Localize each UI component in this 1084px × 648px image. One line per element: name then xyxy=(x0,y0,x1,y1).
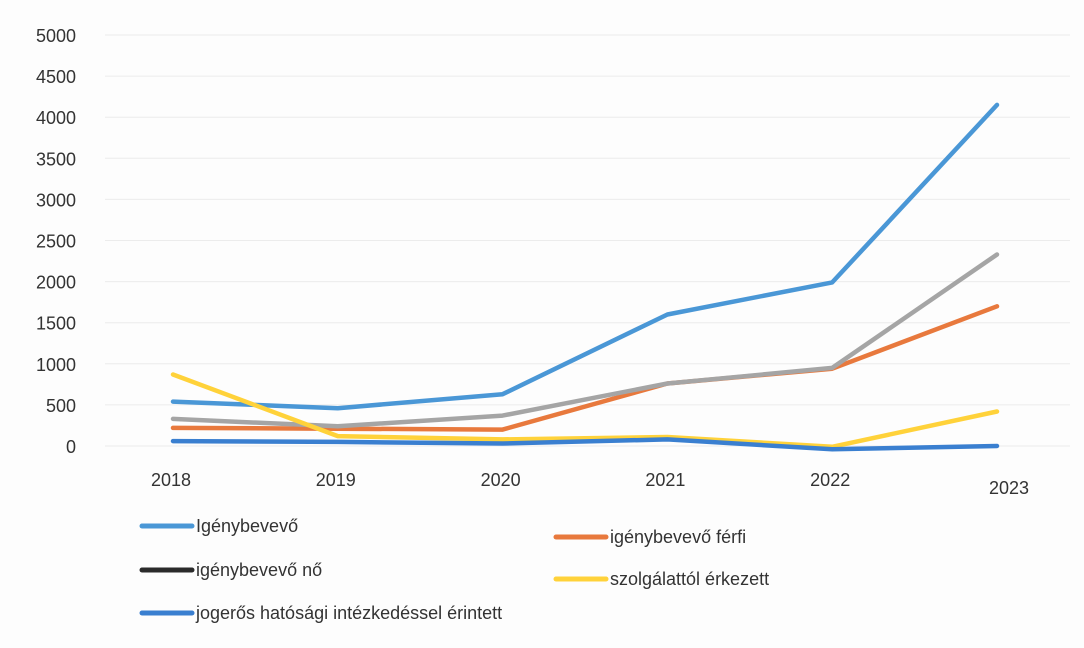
legend-label: Igénybevevő xyxy=(196,516,298,536)
y-tick-label: 1500 xyxy=(36,314,76,334)
y-tick-label: 1000 xyxy=(36,355,76,375)
series-line xyxy=(170,372,1000,450)
y-axis-tick-labels: 0 500 1000 1500 2000 2500 3000 3500 4000 4500 5000 xyxy=(36,26,76,457)
y-tick-label: 0 xyxy=(66,437,76,457)
y-tick-label: 3000 xyxy=(36,190,76,210)
y-tick-label: 2500 xyxy=(36,232,76,252)
y-tick-label: 2000 xyxy=(36,273,76,293)
x-tick-label: 2018 xyxy=(151,470,191,490)
y-tick-label: 500 xyxy=(46,396,76,416)
legend-label: igénybevevő férfi xyxy=(610,527,746,547)
legend-item: igénybevevő nő xyxy=(139,560,322,580)
series-line xyxy=(170,102,1000,411)
series-3 xyxy=(170,372,1000,450)
legend-item: Igénybevevő xyxy=(139,516,298,536)
series-lines xyxy=(170,102,1000,452)
legend-label: szolgálattól érkezett xyxy=(610,569,769,589)
series-4 xyxy=(170,437,1000,452)
legend-item: igénybevevő férfi xyxy=(553,527,746,547)
legend-item: jogerős hatósági intézkedéssel érintett xyxy=(139,603,502,623)
legend-label: jogerős hatósági intézkedéssel érintett xyxy=(195,603,502,623)
legend-label: igénybevevő nő xyxy=(196,560,322,580)
legend: Igénybevevő igénybevevő férfi igénybevevő … xyxy=(139,516,769,623)
series-line xyxy=(170,252,1000,429)
x-axis-tick-labels: 2018 2019 2020 2021 2022 2023 xyxy=(151,470,1029,498)
x-tick-label: 2019 xyxy=(316,470,356,490)
x-tick-label: 2022 xyxy=(810,470,850,490)
series-0 xyxy=(170,102,1000,411)
series-1 xyxy=(170,304,1000,432)
x-tick-label: 2021 xyxy=(645,470,685,490)
y-tick-label: 4500 xyxy=(36,67,76,87)
y-tick-label: 4000 xyxy=(36,108,76,128)
y-tick-label: 5000 xyxy=(36,26,76,46)
series-line xyxy=(170,437,1000,452)
gridlines xyxy=(105,34,1070,447)
y-tick-label: 3500 xyxy=(36,149,76,169)
x-tick-label: 2023 xyxy=(989,478,1029,498)
series-line xyxy=(170,304,1000,432)
x-tick-label: 2020 xyxy=(481,470,521,490)
series-2 xyxy=(170,252,1000,429)
legend-item: szolgálattól érkezett xyxy=(553,569,769,589)
